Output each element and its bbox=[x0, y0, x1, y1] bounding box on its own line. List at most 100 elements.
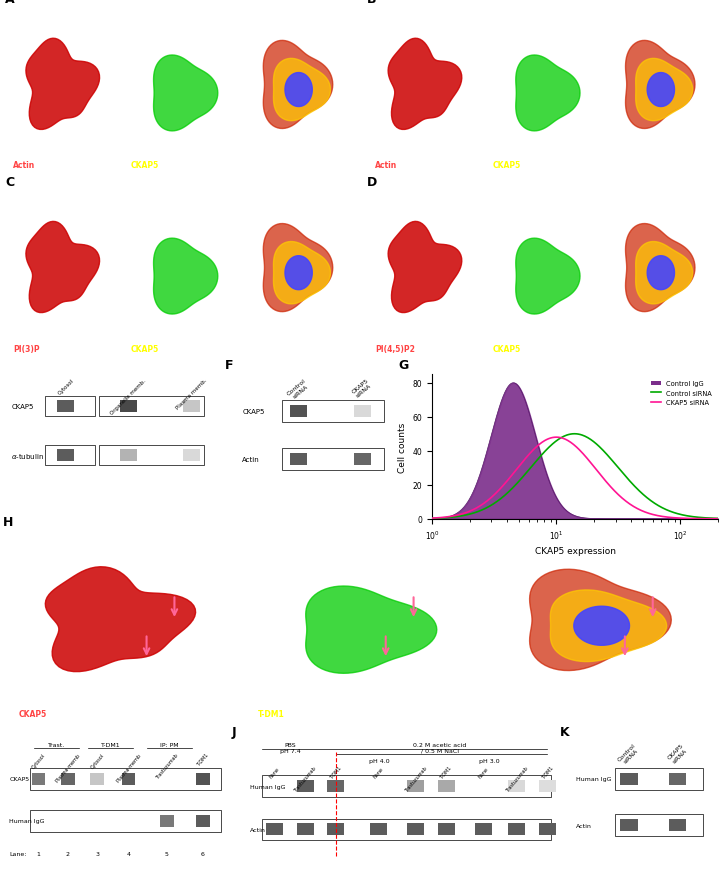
FancyBboxPatch shape bbox=[99, 445, 204, 466]
FancyBboxPatch shape bbox=[508, 823, 525, 836]
Text: T-DM1: T-DM1 bbox=[439, 765, 453, 780]
Text: CKAP5: CKAP5 bbox=[492, 161, 521, 170]
FancyBboxPatch shape bbox=[30, 810, 221, 831]
Text: CKAP5: CKAP5 bbox=[12, 403, 34, 409]
Text: PI(3)P: PI(3)P bbox=[13, 344, 40, 353]
FancyBboxPatch shape bbox=[57, 450, 74, 461]
FancyBboxPatch shape bbox=[122, 772, 136, 785]
Text: Cytosol: Cytosol bbox=[89, 752, 105, 770]
Text: PBS
pH 7.4: PBS pH 7.4 bbox=[280, 742, 300, 753]
Text: Plasma memb: Plasma memb bbox=[55, 752, 81, 782]
Polygon shape bbox=[515, 239, 580, 315]
Text: T-DM1: T-DM1 bbox=[101, 742, 120, 747]
Text: G: G bbox=[398, 359, 408, 372]
Text: None: None bbox=[268, 765, 281, 779]
FancyBboxPatch shape bbox=[407, 823, 424, 836]
Text: CKAP5: CKAP5 bbox=[492, 344, 521, 353]
Polygon shape bbox=[154, 239, 218, 315]
FancyBboxPatch shape bbox=[262, 775, 550, 797]
Text: A: A bbox=[5, 0, 14, 5]
Text: 2: 2 bbox=[66, 851, 70, 856]
Text: Merge: Merge bbox=[247, 344, 275, 353]
Text: T-DM1: T-DM1 bbox=[329, 765, 343, 780]
FancyBboxPatch shape bbox=[120, 401, 137, 412]
Text: Lane:: Lane: bbox=[9, 851, 27, 856]
FancyBboxPatch shape bbox=[183, 450, 200, 461]
FancyBboxPatch shape bbox=[328, 823, 344, 836]
Text: Merge: Merge bbox=[610, 344, 637, 353]
Text: T-DM1: T-DM1 bbox=[258, 709, 285, 718]
FancyBboxPatch shape bbox=[475, 823, 492, 836]
Text: Plasma memb.: Plasma memb. bbox=[175, 378, 208, 410]
FancyBboxPatch shape bbox=[262, 819, 550, 840]
Polygon shape bbox=[647, 257, 674, 291]
FancyBboxPatch shape bbox=[281, 401, 384, 423]
FancyBboxPatch shape bbox=[354, 406, 370, 417]
Polygon shape bbox=[550, 590, 667, 662]
Text: T-DM1: T-DM1 bbox=[541, 765, 555, 780]
Polygon shape bbox=[626, 224, 695, 312]
FancyBboxPatch shape bbox=[45, 445, 95, 466]
FancyBboxPatch shape bbox=[438, 823, 455, 836]
FancyBboxPatch shape bbox=[615, 768, 703, 789]
FancyBboxPatch shape bbox=[57, 401, 74, 412]
FancyBboxPatch shape bbox=[183, 401, 200, 412]
Text: C: C bbox=[5, 175, 14, 189]
Text: CKAP5
siRNA: CKAP5 siRNA bbox=[667, 742, 689, 764]
Text: None: None bbox=[373, 765, 385, 779]
Polygon shape bbox=[647, 73, 674, 107]
FancyBboxPatch shape bbox=[120, 450, 137, 461]
Text: 3: 3 bbox=[95, 851, 99, 856]
Polygon shape bbox=[263, 224, 333, 312]
Polygon shape bbox=[388, 222, 462, 313]
Polygon shape bbox=[285, 257, 312, 291]
FancyBboxPatch shape bbox=[45, 397, 95, 417]
Text: Trastuzumab: Trastuzumab bbox=[154, 752, 179, 780]
FancyBboxPatch shape bbox=[407, 780, 424, 792]
FancyBboxPatch shape bbox=[669, 819, 687, 831]
Polygon shape bbox=[273, 59, 331, 122]
Polygon shape bbox=[26, 222, 99, 313]
Text: Human IgG: Human IgG bbox=[250, 784, 286, 789]
Text: D: D bbox=[367, 175, 378, 189]
FancyBboxPatch shape bbox=[91, 772, 104, 785]
Polygon shape bbox=[626, 41, 695, 130]
Text: Trastuzumab: Trastuzumab bbox=[293, 765, 318, 793]
Text: K: K bbox=[560, 725, 570, 738]
FancyBboxPatch shape bbox=[290, 453, 307, 465]
Polygon shape bbox=[636, 242, 692, 305]
Text: Trastuzumab: Trastuzumab bbox=[404, 765, 428, 793]
Text: Human IgG: Human IgG bbox=[576, 777, 612, 781]
FancyBboxPatch shape bbox=[508, 780, 525, 792]
Text: J: J bbox=[232, 725, 236, 738]
Legend: Control IgG, Control siRNA, CKAP5 siRNA: Control IgG, Control siRNA, CKAP5 siRNA bbox=[648, 378, 714, 409]
Text: H: H bbox=[3, 516, 13, 528]
Polygon shape bbox=[515, 56, 580, 131]
FancyBboxPatch shape bbox=[160, 814, 173, 827]
Text: Control
siRNA: Control siRNA bbox=[286, 378, 311, 401]
Polygon shape bbox=[529, 569, 671, 670]
FancyBboxPatch shape bbox=[615, 814, 703, 836]
Text: T-DM1: T-DM1 bbox=[196, 752, 210, 767]
Text: PI(4,5)P2: PI(4,5)P2 bbox=[375, 344, 415, 353]
Text: 4: 4 bbox=[127, 851, 130, 856]
Text: Cytosol: Cytosol bbox=[31, 752, 46, 770]
FancyBboxPatch shape bbox=[196, 772, 210, 785]
Text: Human IgG: Human IgG bbox=[9, 818, 45, 823]
FancyBboxPatch shape bbox=[354, 453, 370, 465]
Text: Actin: Actin bbox=[250, 827, 266, 832]
Text: Plasma memb: Plasma memb bbox=[115, 752, 142, 782]
FancyBboxPatch shape bbox=[290, 406, 307, 417]
Text: Actin: Actin bbox=[576, 822, 592, 828]
Text: CKAP5: CKAP5 bbox=[19, 709, 47, 718]
FancyBboxPatch shape bbox=[30, 768, 221, 789]
Polygon shape bbox=[45, 567, 196, 672]
Polygon shape bbox=[573, 606, 629, 645]
Text: Trast.: Trast. bbox=[48, 742, 65, 747]
Polygon shape bbox=[273, 242, 331, 305]
Polygon shape bbox=[26, 39, 99, 131]
FancyBboxPatch shape bbox=[32, 772, 46, 785]
FancyBboxPatch shape bbox=[621, 772, 637, 785]
Text: CKAP5: CKAP5 bbox=[9, 777, 30, 781]
Y-axis label: Cell counts: Cell counts bbox=[398, 422, 407, 472]
